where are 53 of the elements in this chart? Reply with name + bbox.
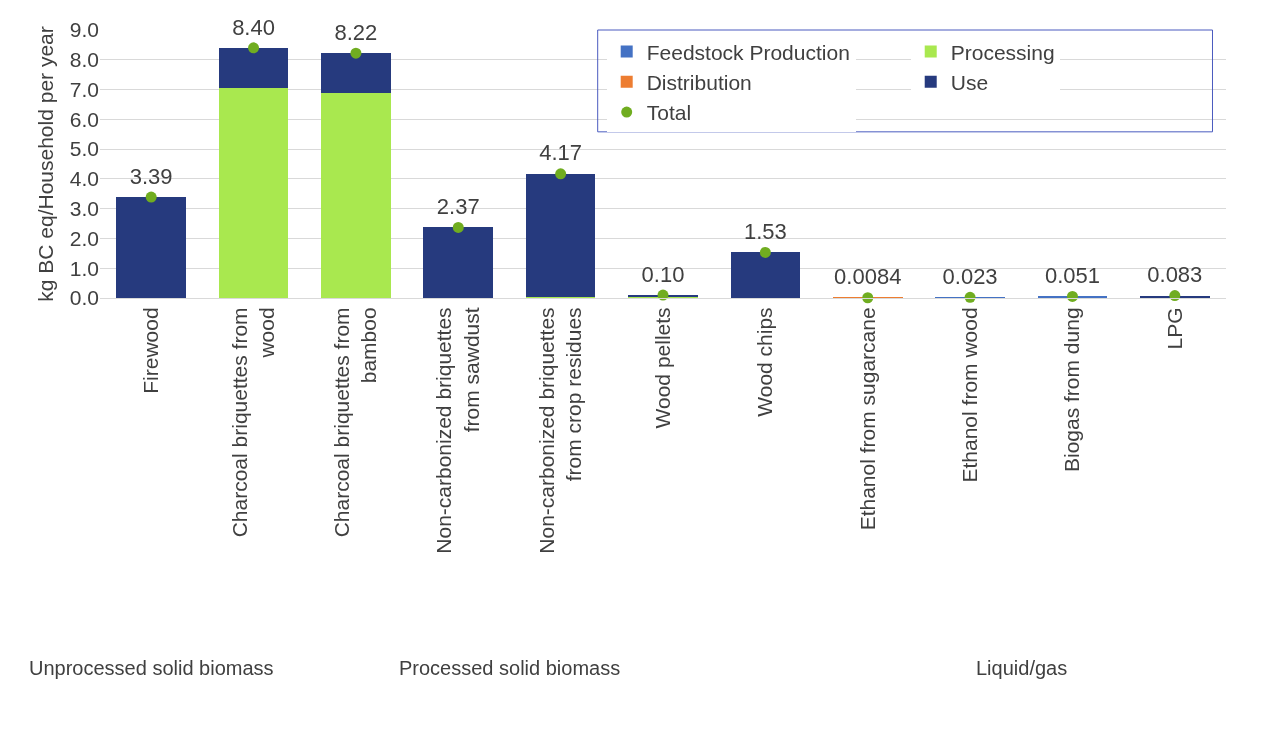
bar bbox=[525, 173, 596, 298]
point bbox=[555, 168, 567, 180]
y-tick-label: 7.0 bbox=[69, 77, 99, 101]
y-tick-label: 5.0 bbox=[69, 137, 99, 161]
y-tick-label: 9.0 bbox=[69, 18, 99, 42]
bar bbox=[423, 227, 494, 298]
point bbox=[145, 191, 157, 203]
legend-label: Total bbox=[646, 101, 692, 125]
x-tick-label: Ethanol from wood bbox=[957, 307, 981, 483]
legend-label: Distribution bbox=[646, 70, 752, 94]
x-tick-label: Firewood bbox=[139, 307, 162, 394]
y-tick-label: 8.0 bbox=[69, 48, 99, 72]
data-label: 0.0084 bbox=[834, 264, 902, 290]
bar bbox=[321, 93, 391, 298]
text: Unprocessed solid biomass bbox=[29, 657, 274, 679]
data-label: 8.22 bbox=[334, 19, 378, 45]
point bbox=[350, 47, 362, 59]
y-tick-label: 0.0 bbox=[69, 286, 99, 310]
x-tick-label: Wood pellets bbox=[650, 307, 674, 429]
bar bbox=[116, 197, 186, 298]
y-tick-label: 3.0 bbox=[69, 197, 99, 221]
y-tick-label: 2.0 bbox=[69, 226, 99, 250]
bar bbox=[730, 252, 801, 298]
legend-label: Processing bbox=[950, 40, 1055, 64]
data-label: 0.051 bbox=[1044, 263, 1100, 289]
data-label: 8.40 bbox=[232, 14, 275, 40]
data-label: 2.37 bbox=[436, 194, 480, 220]
y-axis-title: kg BC eq/Household per year bbox=[33, 26, 57, 302]
legend-label: Feedstock Production bbox=[646, 40, 850, 64]
data-label: 3.39 bbox=[129, 163, 173, 189]
x-tick-label: LPG bbox=[1162, 307, 1186, 350]
data-label: 0.083 bbox=[1147, 262, 1203, 288]
y-tick-label: 6.0 bbox=[69, 107, 99, 131]
data-label: 4.17 bbox=[539, 140, 583, 166]
x-tick-label: Wood chips bbox=[753, 307, 777, 417]
data-label: 0.023 bbox=[942, 263, 998, 289]
data-label: 1.53 bbox=[743, 219, 787, 245]
data-label: 0.10 bbox=[641, 261, 685, 287]
point bbox=[452, 221, 464, 233]
x-tick-label: Biogas from dung bbox=[1060, 307, 1084, 473]
point bbox=[248, 42, 260, 54]
text: Liquid/gas bbox=[976, 657, 1068, 679]
y-tick-label: 1.0 bbox=[69, 256, 99, 280]
legend-label: Use bbox=[950, 70, 989, 94]
point bbox=[759, 246, 771, 258]
x-tick-label: Ethanol from sugarcane bbox=[855, 307, 879, 531]
bar bbox=[218, 47, 289, 89]
text: Processed solid biomass bbox=[399, 657, 621, 679]
bar bbox=[218, 88, 289, 298]
x-tick-label: Charcoal briquettes from wood bbox=[227, 307, 279, 538]
bar bbox=[321, 53, 391, 94]
point bbox=[1066, 290, 1078, 302]
y-tick-label: 4.0 bbox=[69, 167, 99, 191]
